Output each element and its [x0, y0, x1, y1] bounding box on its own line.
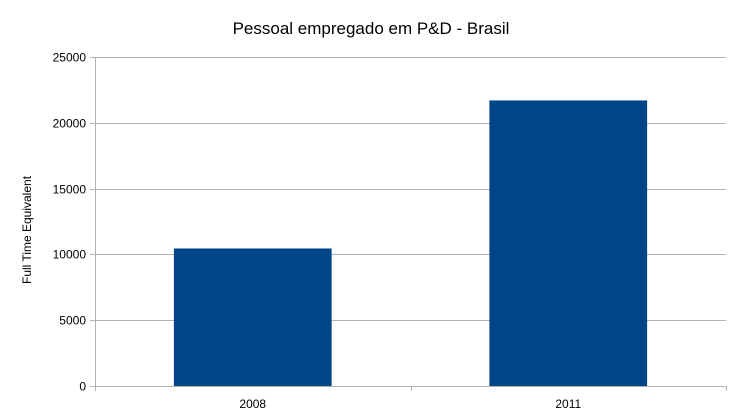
- bar-2011: [489, 100, 648, 386]
- y-tick-label: 0: [79, 380, 86, 394]
- y-tick-label: 15000: [53, 183, 87, 197]
- x-tick-label: 2011: [555, 397, 581, 411]
- y-tick-labels: 0 5000 10000 15000 20000 25000: [53, 51, 87, 394]
- y-tick-label: 10000: [53, 248, 87, 262]
- y-axis-label: Full Time Equivalent: [20, 175, 34, 284]
- bar-2008: [173, 248, 332, 386]
- y-tick-label: 5000: [59, 314, 86, 328]
- chart-title: Pessoal empregado em P&D - Brasil: [233, 19, 510, 38]
- y-tick-label: 20000: [53, 117, 87, 131]
- axes: [90, 57, 727, 391]
- x-tick-labels: 2008 2011: [239, 397, 581, 411]
- x-tick-label: 2008: [239, 397, 266, 411]
- bars: [173, 100, 648, 386]
- y-tick-label: 25000: [53, 51, 87, 65]
